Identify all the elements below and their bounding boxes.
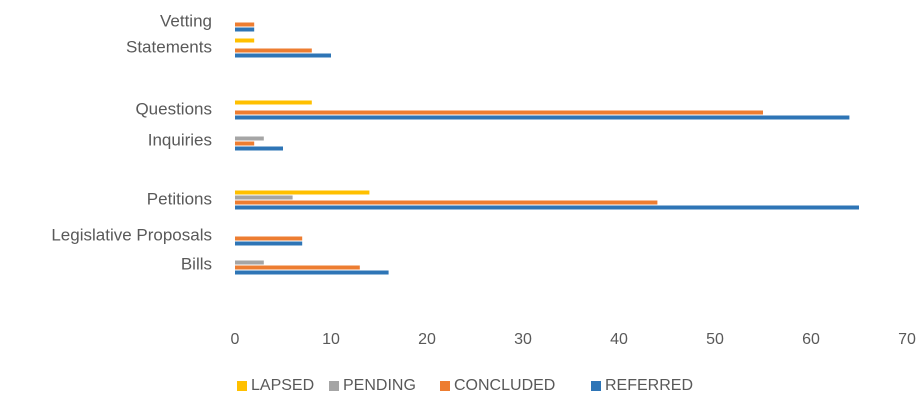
x-tick-label: 60 — [802, 331, 820, 348]
bar-referred-inquiries — [235, 146, 283, 151]
legend-swatch-pending — [329, 381, 339, 391]
bar-referred-questions — [235, 115, 850, 120]
bar-concluded-bills — [235, 265, 360, 270]
category-label: Vetting — [160, 11, 212, 30]
bar-concluded-vetting — [235, 22, 255, 27]
legend-swatch-lapsed — [237, 381, 247, 391]
bar-concluded-inquiries — [235, 141, 255, 146]
bar-referred-statements — [235, 53, 331, 58]
category-label: Statements — [126, 37, 212, 56]
category-labels: Vetting Statements Questions Inquiries Petit… — [51, 11, 212, 273]
x-tick-label: 10 — [322, 331, 340, 348]
legend-swatch-concluded — [440, 381, 450, 391]
legend-label-referred: REFERRED — [605, 377, 693, 394]
bar-lapsed-petitions — [235, 190, 370, 195]
bar-pending-bills — [235, 260, 264, 265]
x-tick-label: 0 — [231, 331, 240, 348]
category-label: Legislative Proposals — [51, 225, 212, 244]
legend-swatch-referred — [591, 381, 601, 391]
bar-concluded-petitions — [235, 200, 658, 205]
bar-referred-bills — [235, 270, 389, 275]
bar-pending-inquiries — [235, 136, 264, 141]
category-label: Questions — [135, 99, 212, 118]
bar-concluded-legislative-proposals — [235, 236, 303, 241]
legend-label-pending: PENDING — [343, 377, 416, 394]
bar-lapsed-statements — [235, 38, 255, 43]
bar-concluded-questions — [235, 110, 763, 115]
legend-label-concluded: CONCLUDED — [454, 377, 555, 394]
x-tick-label: 40 — [610, 331, 628, 348]
bar-referred-legislative-proposals — [235, 241, 303, 246]
x-tick-label: 50 — [706, 331, 724, 348]
x-tick-label: 20 — [418, 331, 436, 348]
legend: LAPSED PENDING CONCLUDED REFERRED — [237, 377, 693, 394]
category-label: Petitions — [147, 189, 212, 208]
legend-label-lapsed: LAPSED — [251, 377, 314, 394]
category-label: Bills — [181, 254, 212, 273]
bar-pending-petitions — [235, 195, 293, 200]
x-tick-label: 30 — [514, 331, 532, 348]
bar-referred-vetting — [235, 27, 255, 32]
bars-layer — [235, 22, 859, 275]
bar-lapsed-questions — [235, 100, 312, 105]
x-axis-ticks: 0 10 20 30 40 50 60 70 — [231, 331, 916, 348]
bar-referred-petitions — [235, 205, 859, 210]
x-tick-label: 70 — [898, 331, 916, 348]
category-label: Inquiries — [148, 130, 212, 149]
bar-concluded-statements — [235, 48, 312, 53]
